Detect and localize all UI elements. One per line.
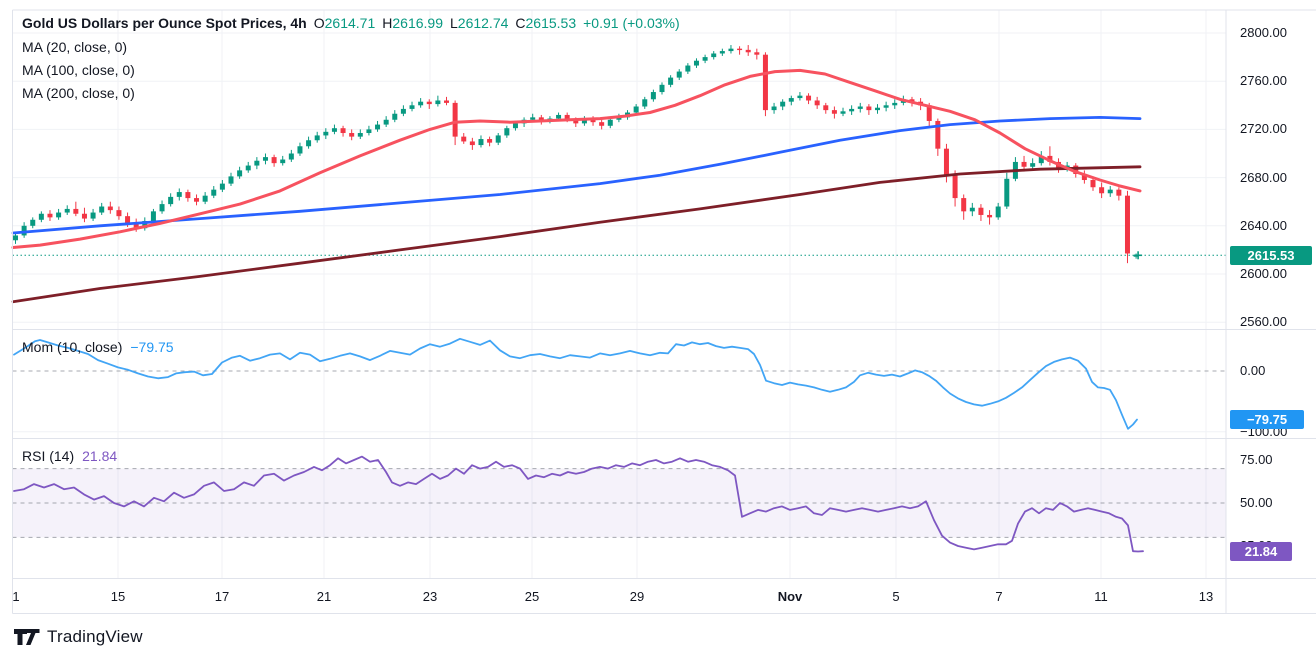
momentum-label: Mom (10, close) <box>22 339 123 355</box>
open-value: 2614.71 <box>324 15 376 31</box>
low-value: 2612.74 <box>457 15 509 31</box>
tradingview-logo[interactable]: TradingView <box>14 627 143 647</box>
open-label: O <box>313 15 325 31</box>
high-value: 2616.99 <box>392 15 443 31</box>
ma100-label: MA (100, close, 0) <box>22 62 135 78</box>
ma200-label: MA (200, close, 0) <box>22 85 135 101</box>
ma200-legend-row[interactable]: MA (200, close, 0) <box>22 84 680 102</box>
symbol-title: Gold US Dollars per Ounce Spot Prices, 4… <box>22 15 307 31</box>
momentum-value: −79.75 <box>130 339 174 355</box>
high-label: H <box>382 15 393 31</box>
rsi-badge: 21.84 <box>1230 541 1292 561</box>
tradingview-logo-icon <box>14 628 40 645</box>
rsi-legend-row[interactable]: RSI (14) 21.84 <box>22 448 117 464</box>
ma20-legend-row[interactable]: MA (20, close, 0) <box>22 38 680 56</box>
change-value: +0.91 (+0.03%) <box>583 15 680 31</box>
ma20-label: MA (20, close, 0) <box>22 39 128 55</box>
momentum-legend-row[interactable]: Mom (10, close) −79.75 <box>22 339 174 355</box>
symbol-legend-row[interactable]: Gold US Dollars per Ounce Spot Prices, 4… <box>22 14 680 32</box>
ma100-legend-row[interactable]: MA (100, close, 0) <box>22 61 680 79</box>
rsi-value: 21.84 <box>82 448 118 464</box>
main-legend: Gold US Dollars per Ounce Spot Prices, 4… <box>22 14 680 107</box>
low-label: L <box>449 15 458 31</box>
tradingview-logo-text: TradingView <box>47 627 143 646</box>
momentum-badge: −79.75 <box>1230 409 1304 429</box>
close-value: 2615.53 <box>525 15 577 31</box>
close-label: C <box>515 15 526 31</box>
last-price-badge: 2615.53 <box>1230 245 1312 265</box>
rsi-label: RSI (14) <box>22 448 75 464</box>
